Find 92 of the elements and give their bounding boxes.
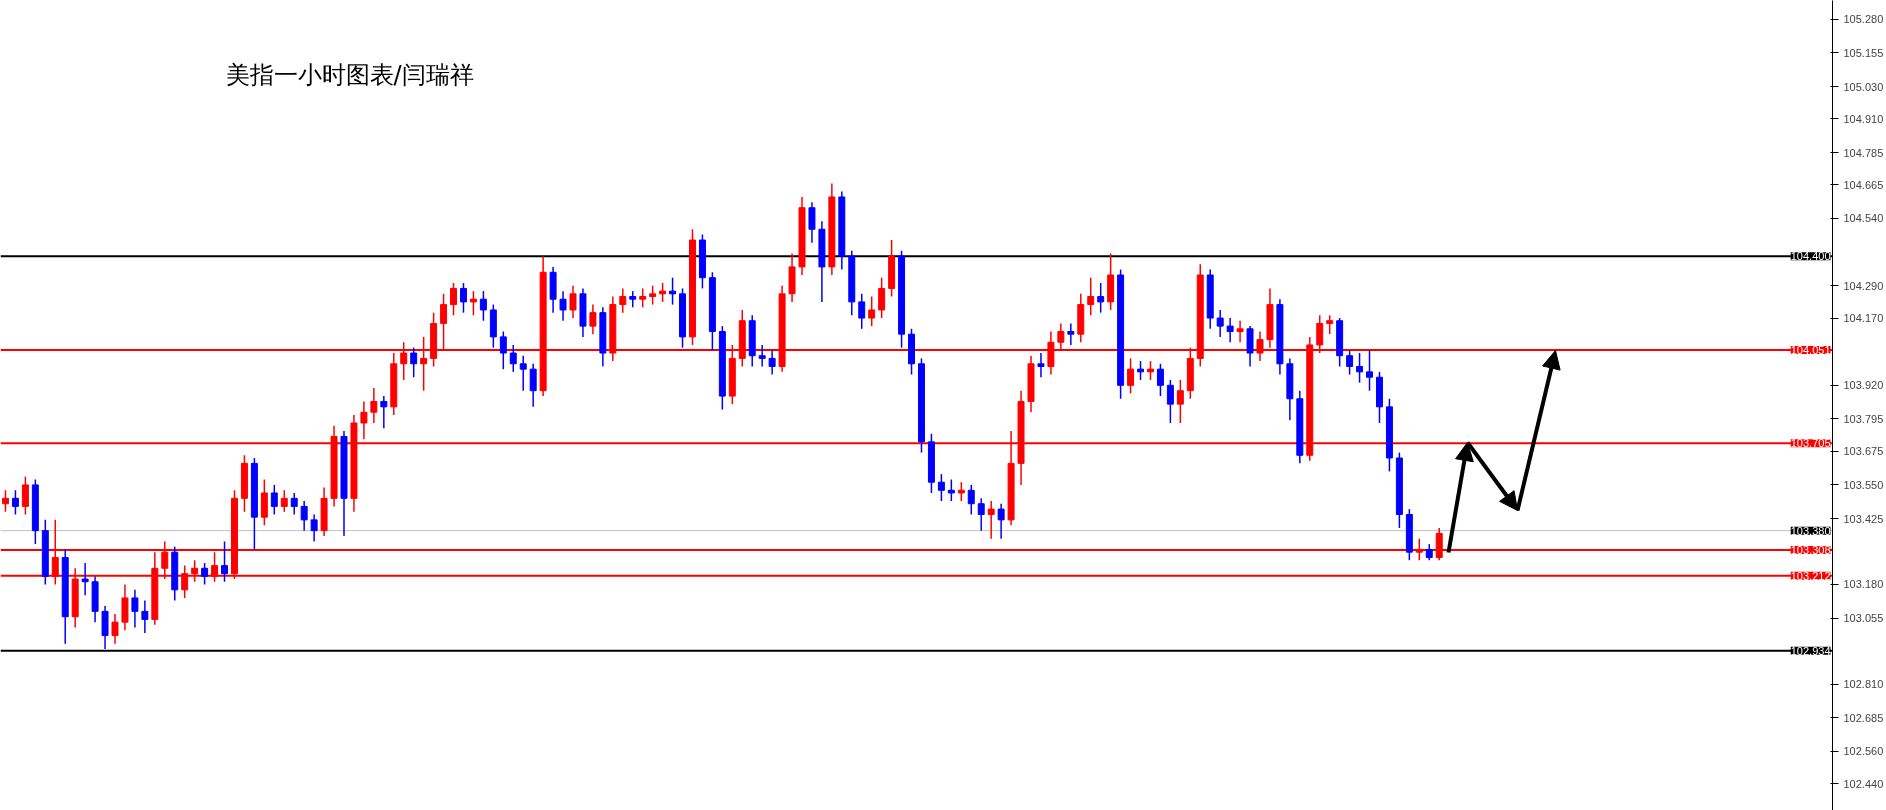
candlestick <box>1356 352 1364 384</box>
candlestick <box>1176 379 1184 424</box>
candlestick <box>1216 309 1224 338</box>
candlestick <box>1326 314 1334 335</box>
candlestick <box>469 290 477 317</box>
y-tick-label: 102.685 <box>1843 711 1884 724</box>
candlestick <box>1366 349 1374 392</box>
candlestick <box>1067 322 1075 346</box>
y-tick-label: 103.180 <box>1843 578 1884 591</box>
ref-line-label: 103.212 <box>1790 569 1831 582</box>
candlestick <box>509 344 517 373</box>
y-tick-label: 104.910 <box>1843 112 1884 125</box>
candlestick <box>310 513 318 543</box>
text: 美指一小时图表/闫瑞祥 <box>225 60 474 89</box>
candlestick <box>987 500 995 540</box>
candlestick <box>589 303 597 335</box>
candlestick <box>450 282 458 317</box>
candlestick <box>559 290 567 322</box>
candlestick <box>81 562 89 596</box>
candlestick <box>360 400 368 440</box>
candlestick <box>1 489 9 513</box>
candlestick <box>111 613 119 645</box>
candlestick <box>1166 379 1174 424</box>
candlestick <box>1346 349 1354 376</box>
candlestick <box>459 282 467 314</box>
y-tick-label: 102.560 <box>1843 745 1884 758</box>
ref-line-label: 103.705 <box>1790 437 1831 450</box>
candlestick <box>1097 282 1105 314</box>
candlestick <box>1137 360 1145 381</box>
candlestick <box>967 484 975 516</box>
candlestick <box>977 497 985 532</box>
y-tick-label: 104.785 <box>1843 146 1884 159</box>
candlestick <box>300 500 308 532</box>
candlestick <box>1037 352 1045 378</box>
candlestick <box>201 562 209 586</box>
candlestick <box>669 276 677 306</box>
candlestick <box>290 492 298 516</box>
candlestick <box>280 489 288 513</box>
candlestick <box>380 395 388 430</box>
candlestick <box>569 285 577 319</box>
candlestick <box>1156 363 1164 397</box>
candlestick <box>997 502 1005 540</box>
candlestick <box>1146 360 1154 381</box>
y-tick-label: 103.795 <box>1843 412 1884 425</box>
y-tick-label: 103.425 <box>1843 512 1884 525</box>
candlestick <box>878 276 886 319</box>
y-tick-label: 102.440 <box>1843 777 1884 790</box>
y-tick-label: 102.810 <box>1843 678 1884 691</box>
candlestick <box>808 201 816 244</box>
y-tick-label: 104.170 <box>1843 312 1884 325</box>
candlestick <box>221 540 229 583</box>
y-tick-label: 103.920 <box>1843 379 1884 392</box>
ref-line-label: 103.308 <box>1790 544 1831 557</box>
candlestick <box>479 290 487 322</box>
y-tick-label: 104.540 <box>1843 212 1884 225</box>
candlestick <box>519 354 527 392</box>
candlestick <box>619 287 627 314</box>
candlestick <box>270 484 278 516</box>
candlestick <box>21 476 29 516</box>
ref-line-label: 102.934 <box>1790 644 1831 657</box>
candlestick <box>649 285 657 306</box>
candlestick <box>1087 276 1095 317</box>
candlestick <box>868 295 876 327</box>
candlestick <box>131 589 139 629</box>
candlestick <box>370 387 378 424</box>
y-tick-label: 103.675 <box>1843 445 1884 458</box>
ref-line-label: 103.380 <box>1790 524 1831 537</box>
candlestick <box>499 330 507 370</box>
y-tick-label: 103.550 <box>1843 478 1884 491</box>
candlestick <box>659 282 667 303</box>
candlestick <box>639 287 647 309</box>
y-tick-label: 103.055 <box>1843 612 1884 625</box>
ref-line-label: 104.400 <box>1790 250 1831 263</box>
candlestick <box>768 349 776 376</box>
ref-line-label: 104.051 <box>1790 344 1831 357</box>
y-tick-label: 105.030 <box>1843 80 1884 93</box>
candlestick <box>141 599 149 634</box>
candlestick <box>410 346 418 378</box>
candlestick <box>11 489 19 516</box>
y-tick-label: 104.290 <box>1843 279 1884 292</box>
candlestick <box>937 473 945 502</box>
candlestick <box>758 344 766 368</box>
candlestick <box>1127 357 1135 395</box>
y-tick-label: 105.155 <box>1843 46 1884 59</box>
y-tick-label: 105.280 <box>1843 13 1884 26</box>
candlestick <box>947 478 955 502</box>
candlestick <box>529 363 537 408</box>
candlestick <box>858 293 866 330</box>
candlestick <box>1226 317 1234 344</box>
candlestick <box>1236 319 1244 344</box>
candlestick <box>957 481 965 502</box>
y-tick-label: 104.665 <box>1843 178 1884 191</box>
